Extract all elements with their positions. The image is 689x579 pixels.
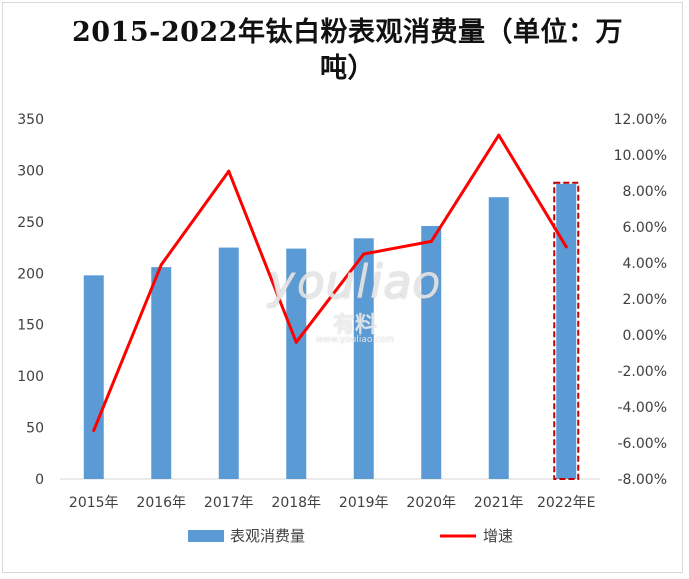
y-left-tick-label: 350 xyxy=(17,112,44,128)
bar xyxy=(151,267,172,479)
growth-rate-point xyxy=(564,245,568,249)
chart-title: 2015-2022年钛白粉表观消费量（单位：万 吨） xyxy=(43,15,652,87)
bar xyxy=(83,275,104,479)
chart-title-line-1: 2015-2022年钛白粉表观消费量（单位：万 xyxy=(72,17,623,48)
x-tick-label: 2019年 xyxy=(339,495,389,511)
y-left-tick-label: 150 xyxy=(17,318,44,334)
bar xyxy=(353,238,374,479)
growth-rate-point xyxy=(159,263,163,267)
y-right-tick-label: -4.00% xyxy=(617,400,667,416)
y-right-tick-label: 10.00% xyxy=(614,148,667,164)
x-tick-label: 2018年 xyxy=(271,495,321,511)
x-tick-label: 2022年E xyxy=(537,495,595,511)
legend-swatch-bar xyxy=(188,530,224,542)
y-right-tick-label: 6.00% xyxy=(623,220,667,236)
y-right-tick-label: -8.00% xyxy=(617,472,667,488)
bar xyxy=(286,248,307,479)
growth-rate-point xyxy=(92,428,96,432)
y-left-tick-label: 0 xyxy=(35,472,44,488)
chart-title-line-2: 吨） xyxy=(320,53,375,84)
growth-rate-point xyxy=(429,239,433,243)
bar xyxy=(488,197,509,479)
x-tick-label: 2017年 xyxy=(204,495,254,511)
legend-label-line: 增速 xyxy=(483,527,513,545)
y-left-tick-label: 50 xyxy=(26,421,44,437)
x-tick-label: 2020年 xyxy=(406,495,456,511)
x-tick-label: 2016年 xyxy=(136,495,186,511)
x-tick-label: 2021年 xyxy=(474,495,524,511)
growth-rate-point xyxy=(227,169,231,173)
growth-rate-point xyxy=(294,340,298,344)
y-right-tick-label: 8.00% xyxy=(623,184,667,200)
y-left-tick-label: 300 xyxy=(17,163,44,179)
legend-label-bar: 表观消费量 xyxy=(230,527,305,545)
y-left-tick-label: 200 xyxy=(17,266,44,282)
y-right-tick-label: -2.00% xyxy=(617,364,667,380)
growth-rate-point xyxy=(362,252,366,256)
bar xyxy=(556,183,577,480)
y-left-tick-label: 100 xyxy=(17,369,44,385)
y-left-tick-label: 250 xyxy=(17,215,44,231)
y-right-tick-label: 0.00% xyxy=(623,328,667,344)
growth-rate-point xyxy=(497,133,501,137)
y-right-tick-label: 12.00% xyxy=(614,112,667,128)
bar-highlight-outline xyxy=(553,181,580,481)
y-right-tick-label: -6.00% xyxy=(617,436,667,452)
bar xyxy=(218,247,239,479)
growth-rate-line xyxy=(92,133,568,432)
x-tick-label: 2015年 xyxy=(69,495,119,511)
y-right-tick-label: 2.00% xyxy=(623,292,667,308)
bar xyxy=(421,225,442,479)
y-right-tick-label: 4.00% xyxy=(623,256,667,272)
